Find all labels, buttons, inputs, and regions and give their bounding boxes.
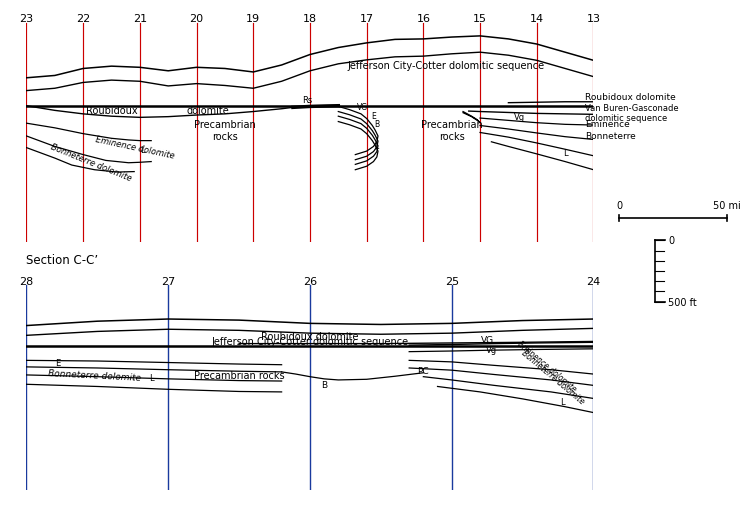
Text: Precambrian
rocks: Precambrian rocks (194, 120, 256, 142)
Text: Bonneterre dolomite: Bonneterre dolomite (520, 348, 586, 406)
Text: L: L (375, 142, 379, 151)
Text: Eminence: Eminence (585, 120, 630, 129)
Text: 14: 14 (530, 14, 544, 24)
Text: E: E (55, 359, 60, 367)
Text: Jefferson City-Cotter dolomitic sequence: Jefferson City-Cotter dolomitic sequence (212, 337, 408, 347)
Text: L: L (562, 148, 568, 158)
Text: Bonneterre dolomite: Bonneterre dolomite (49, 142, 133, 183)
Text: 0: 0 (616, 201, 622, 211)
Text: Jefferson City-Cotter dolomitic sequence: Jefferson City-Cotter dolomitic sequence (348, 61, 544, 71)
Text: 24: 24 (587, 276, 600, 286)
Text: Roubidoux dolomite: Roubidoux dolomite (585, 93, 676, 102)
Text: Eminence dolomite: Eminence dolomite (94, 135, 175, 161)
Text: 500 ft: 500 ft (668, 297, 697, 307)
Text: 19: 19 (246, 14, 260, 24)
Text: 0: 0 (668, 236, 674, 246)
Text: Vg: Vg (514, 113, 525, 122)
Text: 20: 20 (190, 14, 203, 24)
Text: E: E (371, 112, 376, 121)
Text: 28: 28 (20, 276, 33, 286)
Text: 18: 18 (303, 14, 317, 24)
Text: L: L (149, 373, 153, 382)
Text: L: L (141, 146, 145, 155)
Text: 22: 22 (76, 14, 90, 24)
Text: dolomite: dolomite (187, 106, 229, 116)
Text: 17: 17 (360, 14, 373, 24)
Text: 23: 23 (20, 14, 33, 24)
Text: Roubidoux: Roubidoux (85, 106, 138, 116)
Text: Bonneterre: Bonneterre (585, 132, 636, 141)
Text: L: L (560, 397, 565, 406)
Text: 26: 26 (303, 276, 317, 286)
Text: Van Buren-Gasconade
dolomitic sequence: Van Buren-Gasconade dolomitic sequence (585, 104, 679, 123)
Text: 16: 16 (417, 14, 430, 24)
Text: 15: 15 (473, 14, 487, 24)
Text: 25: 25 (445, 276, 459, 286)
Text: Precambrian
rocks: Precambrian rocks (421, 120, 482, 142)
Text: Vg: Vg (486, 345, 497, 355)
Text: Roubidoux dolomite: Roubidoux dolomite (262, 331, 358, 341)
Text: B: B (374, 120, 380, 128)
Text: Section B-B’: Section B-B’ (26, 0, 98, 3)
Text: 21: 21 (133, 14, 147, 24)
Text: PC: PC (417, 366, 429, 375)
Text: B: B (321, 381, 327, 389)
Text: 50 mi: 50 mi (713, 201, 741, 211)
Text: Section C-C’: Section C-C’ (26, 253, 98, 266)
Text: Precambrian rocks: Precambrian rocks (194, 370, 284, 380)
Text: Rs: Rs (302, 96, 312, 105)
Text: Eminence dolomite: Eminence dolomite (516, 339, 578, 393)
Text: VG: VG (481, 335, 494, 344)
Text: VG: VG (357, 103, 367, 112)
Text: Bonneterre dolomite: Bonneterre dolomite (48, 369, 141, 382)
Text: 27: 27 (161, 276, 175, 286)
Text: 13: 13 (587, 14, 600, 24)
